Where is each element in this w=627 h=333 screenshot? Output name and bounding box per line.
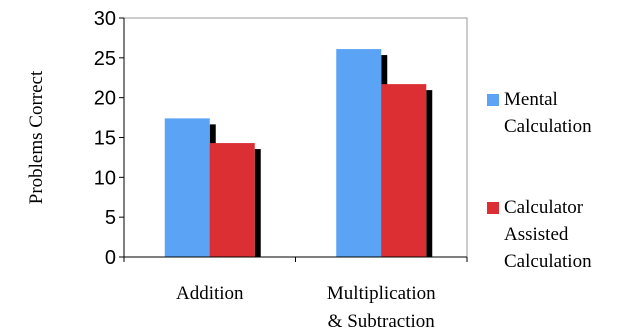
bar-shadow xyxy=(254,149,261,257)
legend-label: Calculator Assisted Calculation xyxy=(504,197,592,272)
x-category-label: Addition xyxy=(176,283,244,304)
y-tick-label: 5 xyxy=(105,207,116,229)
bar xyxy=(164,118,210,257)
y-tick-label: 10 xyxy=(94,167,116,189)
x-axis: Addition Multiplication & Subtraction xyxy=(123,256,468,332)
y-tick-label: 25 xyxy=(94,48,116,70)
bar xyxy=(381,84,427,257)
y-axis-label: Problems Correct xyxy=(26,70,47,204)
bars xyxy=(164,49,433,257)
bar xyxy=(336,49,382,257)
x-category-label: Multiplication & Subtraction xyxy=(327,283,436,332)
bar xyxy=(209,143,255,257)
legend: Mental Calculation Calculator Assisted Calcu… xyxy=(487,89,592,272)
legend-swatch xyxy=(487,94,499,106)
legend-swatch xyxy=(487,202,499,214)
y-tick-label: 0 xyxy=(105,247,116,269)
y-tick-label: 20 xyxy=(94,88,116,110)
legend-label: Mental Calculation xyxy=(504,89,592,137)
y-tick-label: 30 xyxy=(94,8,116,30)
y-tick-label: 15 xyxy=(94,128,116,150)
bar-shadow xyxy=(426,90,433,257)
y-axis: 0 5 10 15 20 25 30 xyxy=(94,8,125,269)
